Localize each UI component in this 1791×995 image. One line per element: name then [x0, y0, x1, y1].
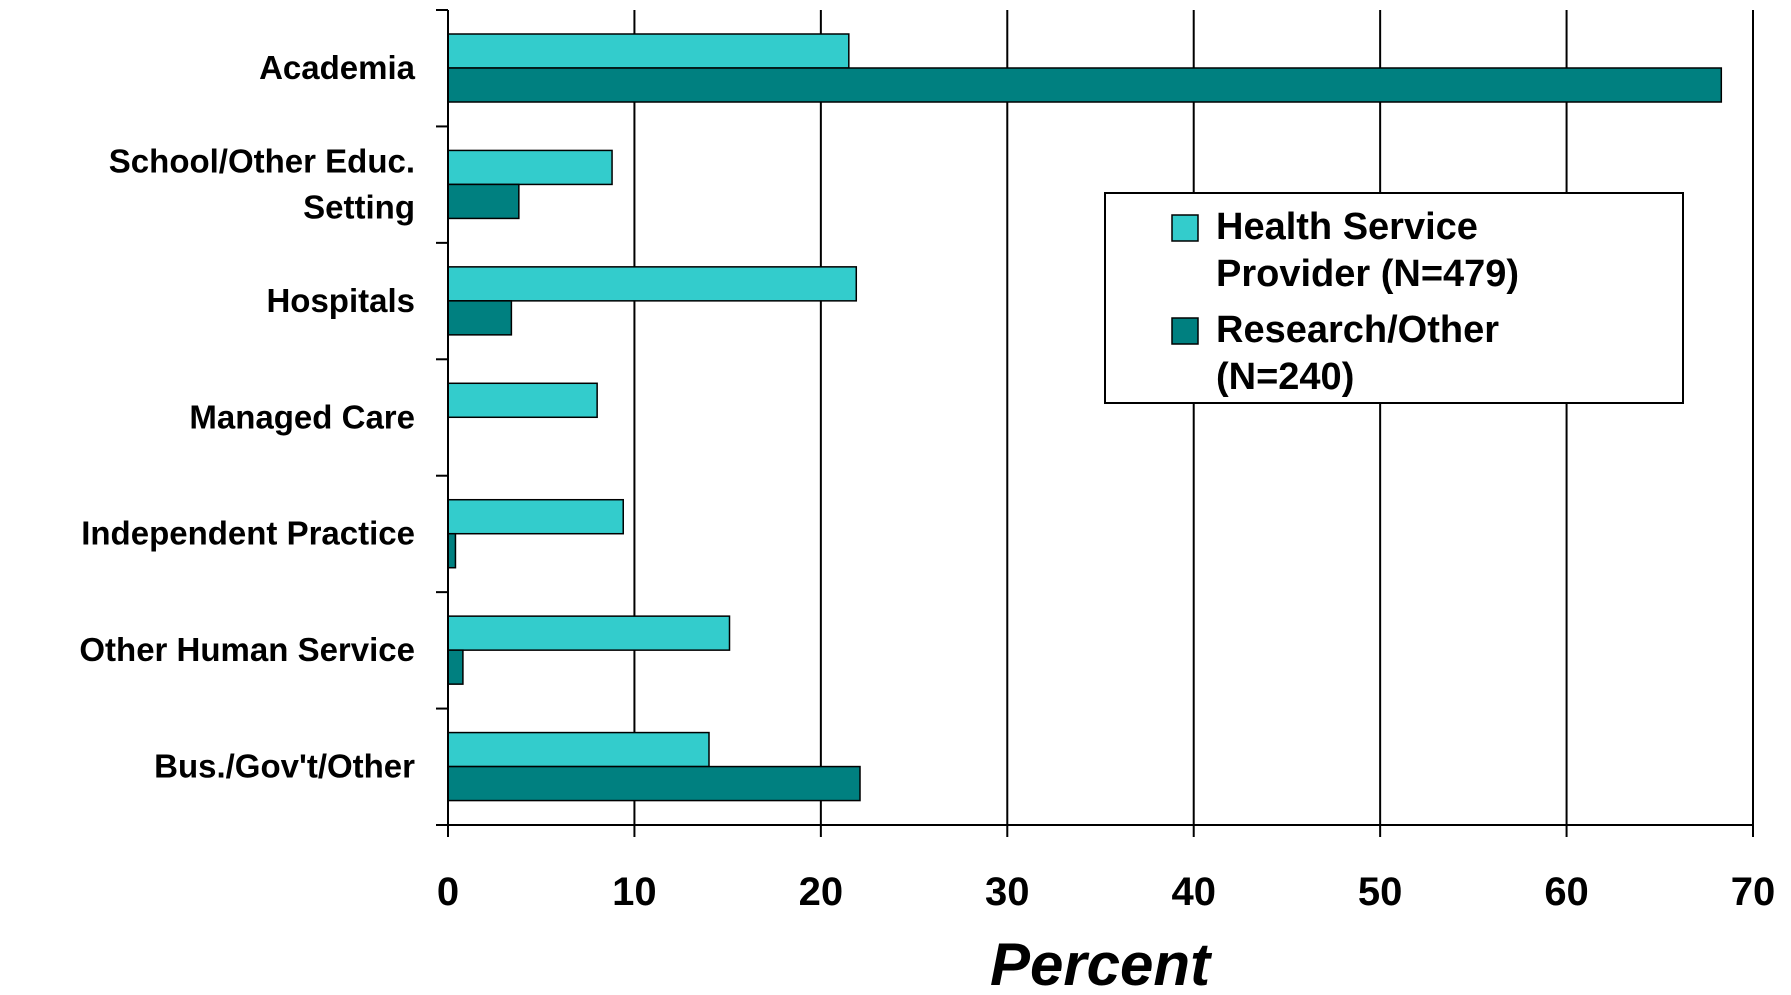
x-tick-label: 20: [799, 870, 844, 914]
bar: [447, 765, 861, 802]
legend-label: (N=240): [1216, 356, 1354, 398]
bar: [447, 33, 850, 69]
category-label: Other Human Service: [79, 631, 415, 668]
category-label: Academia: [259, 49, 416, 86]
gridlines: [633, 10, 1754, 825]
legend-label: Provider (N=479): [1216, 253, 1519, 295]
bar: [447, 67, 1723, 103]
x-tick-label: 0: [437, 870, 459, 914]
x-tick-label: 60: [1544, 870, 1589, 914]
x-axis-title: Percent: [990, 931, 1213, 995]
legend: Health Service Provider (N=479) Research/O…: [1104, 192, 1684, 404]
bar: [447, 382, 598, 419]
x-tick-label: 40: [1171, 870, 1216, 914]
legend-label: Health Service: [1216, 206, 1478, 248]
bar: [447, 532, 457, 569]
category-label: Managed Care: [189, 398, 415, 435]
bar: [447, 731, 710, 768]
category-label: School/Other Educ.: [109, 142, 415, 179]
category-label: Hospitals: [266, 282, 415, 319]
bar: [447, 266, 858, 302]
legend-box: [1104, 192, 1684, 404]
legend-label: Research/Other: [1216, 309, 1499, 351]
legend-swatch: [1171, 214, 1199, 242]
bars: [447, 33, 1723, 802]
bar: [447, 615, 731, 651]
category-label: Independent Practice: [81, 515, 415, 552]
x-tick-label: 10: [612, 870, 657, 914]
bar: [447, 183, 520, 220]
bar: [447, 649, 464, 685]
legend-swatch: [1171, 317, 1199, 345]
axes: [436, 9, 1754, 837]
bar: [447, 498, 624, 535]
x-tick-label: 50: [1358, 870, 1403, 914]
category-label: Setting: [303, 188, 415, 225]
bar: [447, 300, 513, 336]
category-labels: Academia School/Other Educ. Setting Hospita…: [79, 49, 415, 785]
x-tick-label: 30: [985, 870, 1030, 914]
bar: [447, 149, 613, 186]
category-label: Bus./Gov't/Other: [154, 748, 415, 785]
x-tick-labels: 0 10 20 30 40 50 60 70: [437, 870, 1775, 914]
x-tick-label: 70: [1731, 870, 1776, 914]
